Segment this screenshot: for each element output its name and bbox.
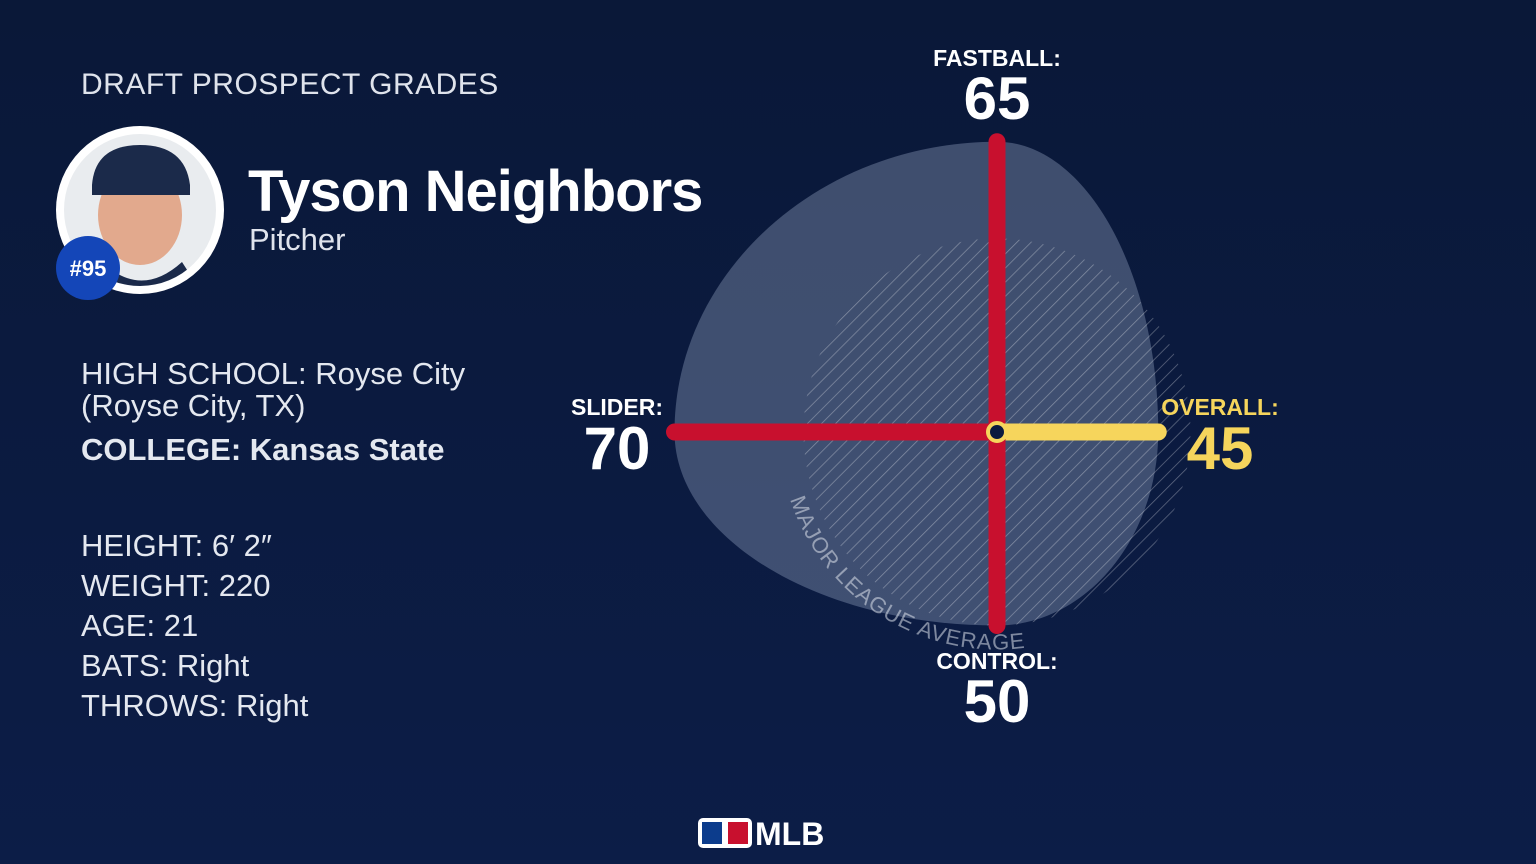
stat-row: AGE: 21 [81,606,308,646]
stat-value: Right [176,648,250,683]
player-position: Pitcher [249,222,346,257]
stat-label: HEIGHT: [81,528,204,563]
bio-label: COLLEGE: [81,432,242,467]
stat-label: THROWS: [81,688,228,723]
grade-value: 50 [964,668,1031,735]
player-photo: #95 [56,126,224,300]
bio-value: Kansas State [249,432,445,467]
title: DRAFT PROSPECT GRADES [81,68,499,101]
grade-label: SLIDER: [571,394,663,420]
bio-row: HIGH SCHOOL: Royse City (Royse City, TX) [81,358,511,422]
player-number: #95 [70,256,107,281]
grade-label: CONTROL: [936,648,1057,674]
stats: HEIGHT: 6′ 2″ WEIGHT: 220 AGE: 21 BATS: Rig… [81,526,308,726]
bio-value: Royse City (Royse City, TX) [81,356,466,423]
bio-row: COLLEGE: Kansas State [81,434,511,466]
grade-label: OVERALL: [1161,394,1279,420]
grade-value: 45 [1187,415,1254,482]
grade-value: 65 [964,65,1031,132]
player-name: Tyson Neighbors [248,159,703,224]
radar-chart: MAJOR LEAGUE AVERAGEFASTBALL:65OVERALL:4… [571,45,1279,735]
logo-text: MLB [755,816,824,852]
stat-row: THROWS: Right [81,686,308,726]
grade-value: 70 [584,415,651,482]
mlb-logo: MLB [698,816,824,852]
stat-row: BATS: Right [81,646,308,686]
stat-label: AGE: [81,608,156,643]
grade-label: FASTBALL: [933,45,1061,71]
bio-label: HIGH SCHOOL: [81,356,307,391]
stat-value: Right [236,688,309,723]
stat-row: HEIGHT: 6′ 2″ [81,526,308,566]
stat-row: WEIGHT: 220 [81,566,308,606]
bio: HIGH SCHOOL: Royse City (Royse City, TX)… [81,358,511,478]
stat-label: WEIGHT: [81,568,211,603]
stat-value: 220 [218,568,271,603]
center-dot [986,421,1008,443]
stat-value: 6′ 2″ [211,528,272,563]
stat-value: 21 [163,608,199,643]
stat-label: BATS: [81,648,169,683]
